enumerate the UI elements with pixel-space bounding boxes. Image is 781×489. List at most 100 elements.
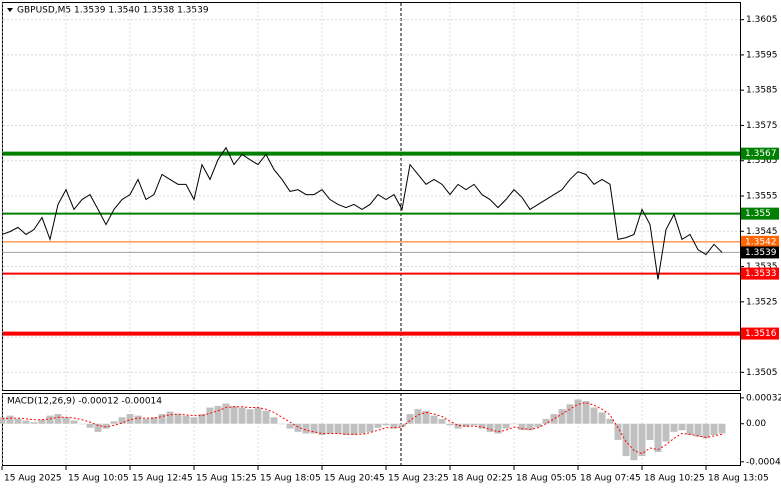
- histogram-bar: [222, 403, 230, 424]
- signal-line: [1, 402, 723, 455]
- x-tick-label: 15 Aug 18:05: [260, 474, 321, 484]
- histogram-bar: [118, 417, 126, 424]
- histogram-bar: [486, 423, 494, 432]
- y-tick-label: 1.3505: [746, 368, 778, 378]
- histogram-bar: [694, 423, 702, 437]
- histogram-bar: [566, 404, 574, 424]
- x-tick-label: 18 Aug 07:45: [580, 474, 641, 484]
- histogram-bar: [30, 422, 38, 424]
- histogram-bar: [206, 407, 214, 424]
- histogram-bar: [38, 419, 46, 424]
- histogram-bar: [574, 399, 582, 424]
- histogram-bar: [430, 415, 438, 424]
- histogram-bar: [558, 409, 566, 424]
- histogram-bar: [478, 423, 486, 429]
- histogram-bar: [398, 423, 406, 427]
- histogram-bar: [502, 423, 510, 429]
- histogram-bar: [150, 417, 158, 424]
- x-tick-label: 15 Aug 2025: [4, 474, 62, 484]
- histogram-bar: [494, 423, 502, 434]
- histogram-bar: [438, 418, 446, 424]
- y-tick-label: 1.3545: [746, 227, 778, 237]
- histogram-bar: [270, 417, 278, 424]
- histogram-bar: [542, 418, 550, 424]
- histogram-bar: [598, 412, 606, 424]
- histogram-bar: [446, 423, 454, 426]
- histogram-bar: [614, 423, 622, 440]
- histogram-bar: [414, 409, 422, 424]
- histogram-bar: [310, 423, 318, 434]
- histogram-bar: [526, 423, 534, 431]
- histogram-bar: [174, 414, 182, 424]
- x-tick-label: 18 Aug 05:05: [516, 474, 577, 484]
- y-tick-label: 0.00032: [746, 393, 781, 403]
- histogram-bar: [318, 423, 326, 436]
- macd-title: MACD(12,26,9) -0.00012 -0.00014: [7, 397, 162, 407]
- histogram-bar: [22, 420, 30, 424]
- histogram-bar: [374, 423, 382, 428]
- y-tick-label: -0.00047: [746, 457, 781, 467]
- histogram-bar: [390, 423, 398, 429]
- histogram-bar: [62, 417, 70, 424]
- histogram-bar: [158, 414, 166, 424]
- level-label-box: [741, 327, 779, 340]
- histogram-bar: [238, 407, 246, 424]
- x-tick-label: 15 Aug 20:45: [324, 474, 385, 484]
- y-tick-label: 1.3525: [746, 297, 778, 307]
- histogram-bar: [14, 418, 22, 424]
- histogram-bar: [510, 423, 518, 425]
- histogram-bar: [462, 423, 470, 427]
- level-label-box: [741, 246, 779, 259]
- histogram-bar: [686, 423, 694, 436]
- level-label-box: [741, 147, 779, 160]
- histogram-bar: [718, 423, 726, 434]
- y-tick-label: 1.3605: [746, 15, 778, 25]
- level-label: 1.3533: [745, 269, 777, 279]
- histogram-bar: [638, 423, 646, 457]
- histogram-bar: [70, 420, 78, 424]
- histogram-bar: [350, 423, 358, 436]
- histogram-bar: [550, 414, 558, 424]
- histogram-bar: [326, 423, 334, 434]
- x-tick-label: 18 Aug 10:25: [644, 474, 705, 484]
- y-tick-label: 1.3555: [746, 192, 778, 202]
- histogram-bar: [86, 423, 94, 428]
- histogram-bar: [710, 423, 718, 436]
- chart-title: GBPUSD,M5 1.3539 1.3540 1.3538 1.3539: [17, 6, 209, 16]
- y-tick-label: 1.3585: [746, 86, 778, 96]
- histogram-bar: [342, 423, 350, 436]
- histogram-bar: [230, 405, 238, 424]
- histogram-bar: [254, 407, 262, 424]
- histogram-bar: [646, 423, 654, 440]
- histogram-bar: [262, 410, 270, 424]
- y-tick-label: 1.3575: [746, 121, 778, 131]
- level-label: 1.3539: [745, 248, 777, 258]
- histogram-bar: [606, 418, 614, 424]
- histogram-bar: [286, 423, 294, 429]
- histogram-bar: [126, 414, 134, 424]
- histogram-bar: [454, 423, 462, 429]
- histogram-bar: [6, 415, 14, 424]
- level-label: 1.355: [745, 209, 771, 219]
- histogram-bar: [622, 423, 630, 457]
- level-label: 1.3542: [745, 237, 777, 247]
- y-tick-label: 1.3565: [746, 156, 778, 166]
- histogram-bar: [94, 423, 102, 432]
- histogram-bar: [142, 418, 150, 424]
- histogram-bar: [78, 423, 86, 425]
- level-label-box: [741, 267, 779, 280]
- histogram-bar: [302, 423, 310, 434]
- histogram-bar: [54, 414, 62, 424]
- histogram-bar: [470, 423, 478, 426]
- histogram-bar: [382, 423, 390, 426]
- histogram-bar: [358, 423, 366, 434]
- histogram-bar: [110, 421, 118, 424]
- histogram-bar: [246, 409, 254, 424]
- histogram-bar: [0, 417, 6, 424]
- level-label: 1.3567: [745, 149, 777, 159]
- histogram-bar: [662, 423, 670, 442]
- x-tick-label: 15 Aug 15:25: [196, 474, 257, 484]
- x-tick-label: 18 Aug 02:25: [452, 474, 513, 484]
- histogram-bar: [590, 407, 598, 424]
